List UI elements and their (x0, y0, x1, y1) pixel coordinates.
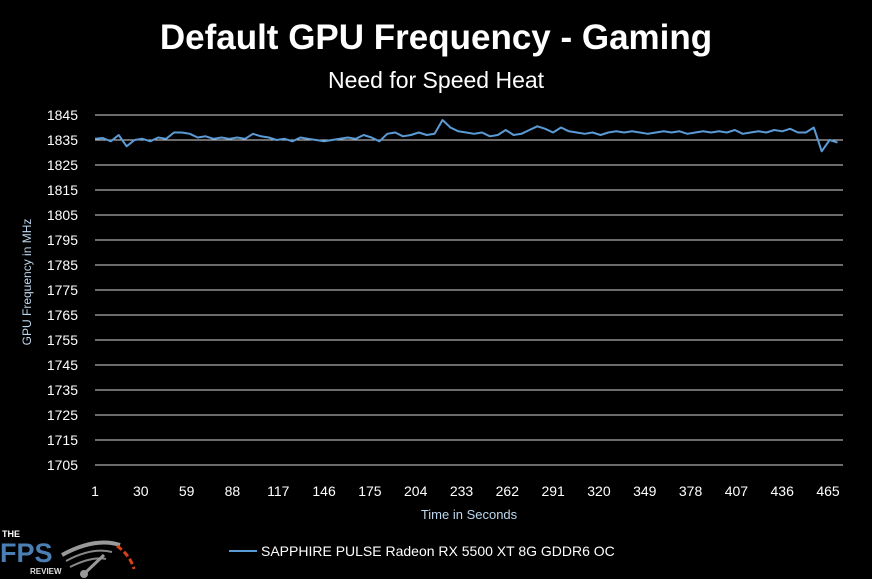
x-tick-label: 465 (816, 483, 840, 499)
x-tick-label: 320 (587, 483, 611, 499)
y-tick-label: 1845 (47, 107, 78, 123)
x-tick-label: 349 (633, 483, 657, 499)
y-tick-label: 1715 (47, 432, 78, 448)
x-tick-label: 378 (679, 483, 703, 499)
x-tick-label: 262 (496, 483, 520, 499)
chart-subtitle: Need for Speed Heat (327, 67, 545, 93)
x-tick-label: 30 (133, 483, 149, 499)
x-tick-label: 175 (358, 483, 382, 499)
x-tick-label: 291 (541, 483, 565, 499)
y-tick-label: 1785 (47, 257, 78, 273)
y-tick-label: 1825 (47, 157, 78, 173)
y-tick-label: 1705 (47, 457, 78, 473)
x-tick-label: 146 (312, 483, 336, 499)
legend-label: SAPPHIRE PULSE Radeon RX 5500 XT 8G GDDR… (261, 543, 615, 559)
x-tick-label: 88 (225, 483, 241, 499)
x-tick-label: 407 (725, 483, 749, 499)
y-tick-label: 1725 (47, 407, 78, 423)
svg-text:REVIEW: REVIEW (30, 567, 62, 576)
y-tick-label: 1765 (47, 307, 78, 323)
svg-text:FPS: FPS (0, 538, 53, 568)
y-axis-label: GPU Frequency in MHz (20, 219, 34, 346)
y-tick-label: 1795 (47, 232, 78, 248)
y-tick-label: 1815 (47, 182, 78, 198)
x-axis-label: Time in Seconds (421, 507, 518, 522)
x-tick-label: 1 (91, 483, 99, 499)
y-tick-label: 1835 (47, 132, 78, 148)
x-tick-label: 59 (179, 483, 195, 499)
series-line (94, 119, 838, 153)
y-tick-label: 1755 (47, 332, 78, 348)
y-tick-label: 1775 (47, 282, 78, 298)
x-tick-label: 204 (404, 483, 428, 499)
x-tick-label: 436 (771, 483, 795, 499)
y-tick-label: 1745 (47, 357, 78, 373)
svg-text:THE: THE (2, 529, 20, 539)
y-tick-label: 1735 (47, 382, 78, 398)
x-tick-label: 233 (450, 483, 474, 499)
x-tick-label: 117 (267, 483, 290, 499)
chart-title: Default GPU Frequency - Gaming (159, 18, 713, 57)
y-tick-label: 1805 (47, 207, 78, 223)
fps-review-logo: THE FPS REVIEW (0, 525, 150, 579)
